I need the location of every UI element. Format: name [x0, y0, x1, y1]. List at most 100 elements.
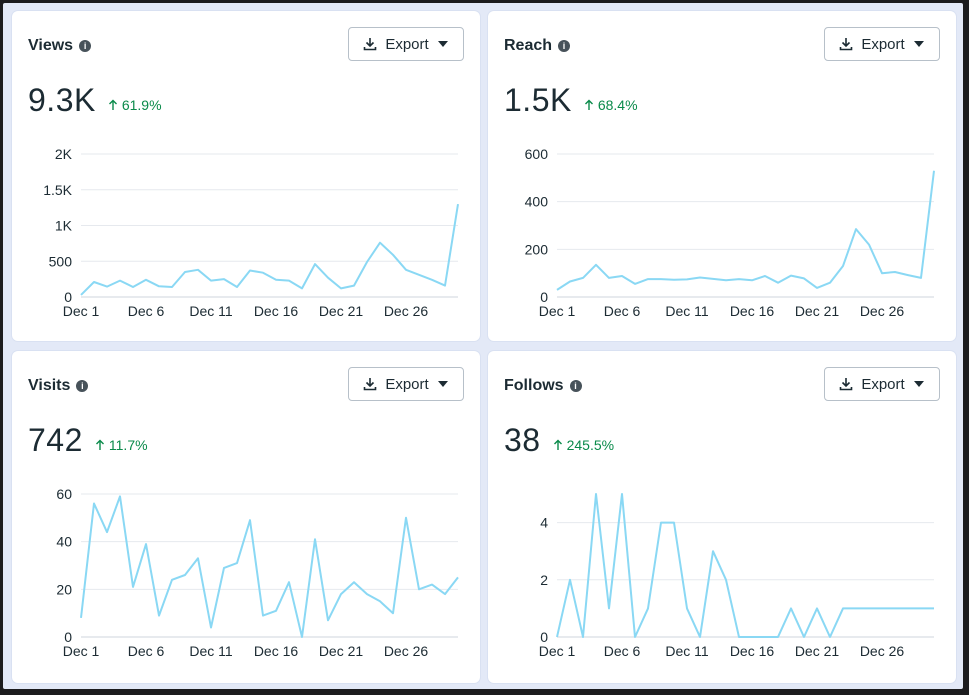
info-icon[interactable]: i [76, 380, 89, 392]
y-tick-label: 1K [55, 218, 73, 234]
info-icon[interactable]: i [79, 40, 92, 52]
card-title-text: Visits [28, 377, 71, 394]
reach-chart: 0 200 400 600 Dec 1 Dec 6 Dec 11 Dec 16 Dec 21 De… [525, 146, 935, 319]
card-title: Views i [28, 37, 92, 55]
metric-change-text: 68.4% [597, 97, 638, 113]
x-tick-label: Dec 26 [860, 643, 905, 659]
card-title-text: Views [28, 37, 74, 54]
x-tick-label: Dec 1 [63, 303, 100, 319]
info-icon[interactable]: i [558, 40, 571, 52]
export-button[interactable]: Export [348, 27, 464, 61]
views-card: Views i Export 9.3K 61.9% 0 500 1K 1.5K 2K De… [12, 11, 480, 341]
caret-down-icon [437, 41, 448, 47]
x-tick-label: Dec 1 [539, 643, 576, 659]
x-tick-label: Dec 11 [189, 303, 233, 319]
metric-change-text: 61.9% [121, 97, 162, 113]
metric-change: 68.4% [584, 97, 638, 113]
metric-value: 9.3K [28, 82, 96, 118]
x-tick-label: Dec 6 [128, 643, 165, 659]
x-tick-label: Dec 21 [795, 303, 840, 319]
x-tick-label: Dec 11 [189, 643, 233, 659]
metric-change-text: 245.5% [566, 437, 615, 453]
x-tick-label: Dec 6 [128, 303, 165, 319]
y-tick-label: 400 [525, 194, 549, 210]
metric: 742 11.7% [28, 422, 148, 459]
metric-change: 61.9% [108, 97, 162, 113]
x-tick-label: Dec 1 [539, 303, 576, 319]
y-tick-label: 200 [525, 241, 549, 257]
caret-down-icon [913, 381, 924, 387]
card-title-text: Reach [504, 37, 553, 54]
export-label: Export [385, 35, 429, 53]
reach-card: Reach i Export 1.5K 68.4% 0 200 400 600 Dec … [488, 11, 956, 341]
metric-value: 38 [504, 422, 541, 458]
y-tick-label: 20 [56, 581, 72, 597]
card-title: Reach i [504, 37, 571, 55]
metric-change: 245.5% [553, 437, 614, 453]
series-line [80, 203, 459, 296]
x-tick-label: Dec 21 [319, 643, 364, 659]
card-title: Follows i [504, 377, 582, 395]
x-tick-label: Dec 26 [860, 303, 905, 319]
caret-down-icon [913, 41, 924, 47]
x-tick-label: Dec 21 [795, 643, 840, 659]
series-line [80, 495, 459, 638]
download-icon [364, 38, 377, 51]
series-line [556, 170, 935, 291]
x-tick-label: Dec 26 [384, 643, 429, 659]
x-tick-label: Dec 26 [384, 303, 429, 319]
x-tick-label: Dec 16 [254, 303, 299, 319]
y-tick-label: 0 [540, 629, 548, 645]
export-button[interactable]: Export [824, 27, 940, 61]
visits-card: Visits i Export 742 11.7% 0 20 40 60 Dec 1 De… [12, 351, 480, 683]
y-tick-label: 0 [64, 629, 72, 645]
visits-chart: 0 20 40 60 Dec 1 Dec 6 Dec 11 Dec 16 Dec 21 Dec 2… [56, 486, 459, 659]
metric: 38 245.5% [504, 422, 614, 459]
y-tick-label: 2K [55, 146, 73, 162]
arrow-up-icon [553, 439, 562, 450]
metric-change-text: 11.7% [108, 437, 148, 453]
card-title: Visits i [28, 377, 89, 395]
follows-chart: 0 2 4 Dec 1 Dec 6 Dec 11 Dec 16 Dec 21 Dec 26 [539, 493, 934, 659]
download-icon [364, 378, 377, 391]
series-line [556, 493, 934, 638]
x-tick-label: Dec 6 [604, 303, 641, 319]
y-tick-label: 500 [49, 253, 73, 269]
x-tick-label: Dec 1 [63, 643, 100, 659]
download-icon [840, 378, 853, 391]
y-tick-label: 0 [540, 289, 548, 305]
metric-value: 1.5K [504, 82, 572, 118]
arrow-up-icon [108, 99, 117, 110]
arrow-up-icon [95, 439, 104, 450]
views-chart: 0 500 1K 1.5K 2K Dec 1 Dec 6 Dec 11 Dec 16 Dec 21… [43, 146, 459, 319]
export-label: Export [861, 375, 905, 393]
y-tick-label: 60 [56, 486, 72, 502]
info-icon[interactable]: i [569, 380, 582, 392]
y-tick-label: 2 [540, 572, 548, 588]
caret-down-icon [437, 381, 448, 387]
x-tick-label: Dec 21 [319, 303, 364, 319]
x-tick-label: Dec 11 [665, 643, 709, 659]
y-tick-label: 600 [525, 146, 549, 162]
y-tick-label: 40 [56, 534, 72, 550]
follows-card: Follows i Export 38 245.5% 0 2 4 Dec 1 Dec 6… [488, 351, 956, 683]
y-tick-label: 0 [64, 289, 72, 305]
x-tick-label: Dec 16 [254, 643, 299, 659]
arrow-up-icon [584, 99, 593, 110]
export-button[interactable]: Export [348, 367, 464, 401]
x-tick-label: Dec 6 [604, 643, 641, 659]
y-tick-label: 4 [540, 515, 548, 531]
x-tick-label: Dec 11 [665, 303, 709, 319]
x-tick-label: Dec 16 [730, 643, 775, 659]
export-label: Export [861, 35, 905, 53]
export-button[interactable]: Export [824, 367, 940, 401]
dashboard: Views i Export 9.3K 61.9% 0 500 1K 1.5K 2K De… [3, 3, 963, 689]
card-title-text: Follows [504, 377, 564, 394]
metric-value: 742 [28, 422, 83, 458]
y-tick-label: 1.5K [43, 182, 72, 198]
x-tick-label: Dec 16 [730, 303, 775, 319]
download-icon [840, 38, 853, 51]
metric: 9.3K 61.9% [28, 82, 162, 119]
metric: 1.5K 68.4% [504, 82, 638, 119]
metric-change: 11.7% [95, 437, 148, 453]
